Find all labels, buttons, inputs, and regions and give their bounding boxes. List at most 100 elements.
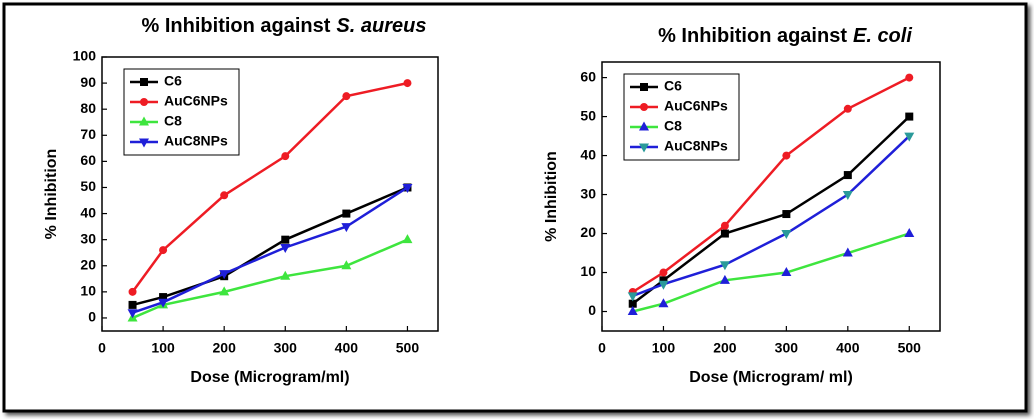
data-point: [402, 234, 413, 244]
data-point: [719, 274, 730, 284]
y-tick-label: 70: [80, 126, 96, 142]
x-tick-label: 300: [775, 340, 799, 356]
data-point: [720, 229, 729, 238]
data-point: [627, 306, 638, 316]
series-line: [132, 186, 408, 307]
series-line: [131, 81, 408, 293]
legend-marker: [139, 138, 149, 148]
data-point: [781, 230, 792, 240]
data-point: [219, 286, 230, 296]
data-point: [128, 287, 137, 296]
x-tick-label: 300: [274, 340, 298, 356]
y-tick-label: 30: [580, 185, 596, 201]
series-line: [632, 76, 910, 294]
series-line: [631, 115, 911, 305]
data-point: [719, 261, 730, 271]
data-point: [905, 73, 914, 82]
data-point: [403, 79, 412, 88]
data-point: [658, 298, 669, 308]
series-line: [632, 232, 910, 313]
data-point: [341, 260, 352, 270]
y-tick-label: 50: [580, 107, 596, 123]
data-point: [220, 191, 229, 200]
data-point: [127, 309, 138, 319]
y-tick-label: 20: [80, 256, 96, 272]
legend-marker: [140, 78, 148, 86]
x-axis-label: Dose (Microgram/ ml): [689, 369, 853, 386]
legend-label: AuC6NPs: [164, 93, 228, 109]
data-point: [720, 221, 729, 230]
series-line: [132, 238, 408, 320]
data-point: [628, 299, 637, 308]
data-point: [342, 209, 351, 218]
data-point: [219, 270, 230, 280]
legend-label: AuC8NPs: [664, 138, 728, 154]
x-tick-label: 400: [335, 340, 359, 356]
data-point: [904, 228, 915, 238]
data-point: [659, 268, 668, 277]
x-tick-label: 500: [898, 340, 922, 356]
legend-label: C8: [164, 113, 182, 129]
data-point: [904, 132, 915, 142]
data-point: [342, 92, 351, 101]
y-tick-label: 0: [588, 302, 596, 318]
plot-frame: [601, 61, 941, 332]
plot-frame: [101, 56, 439, 332]
legend-marker: [140, 98, 148, 106]
y-tick-label: 30: [80, 230, 96, 246]
x-axis-label: Dose (Microgram/ml): [190, 369, 349, 386]
legend-marker: [639, 121, 649, 131]
series-line: [632, 135, 911, 298]
y-tick-label: 10: [580, 263, 596, 279]
data-point: [159, 293, 168, 302]
data-point: [627, 292, 638, 302]
y-tick-label: 40: [580, 146, 596, 162]
data-point: [658, 280, 669, 290]
data-point: [659, 276, 668, 285]
data-point: [842, 247, 853, 257]
x-tick-label: 500: [396, 340, 420, 356]
legend-label: C6: [664, 78, 682, 94]
chart-title: % Inhibition against S. aureus: [142, 15, 427, 37]
x-tick-label: 200: [213, 340, 237, 356]
y-axis-label: % Inhibition: [543, 151, 560, 242]
data-point: [843, 171, 852, 180]
data-point: [281, 235, 290, 244]
title-organism: E. coli: [853, 25, 912, 47]
data-point: [280, 270, 291, 280]
data-point: [280, 243, 291, 253]
legend-label: C8: [664, 118, 682, 134]
data-point: [159, 246, 168, 255]
data-point: [782, 210, 791, 219]
legend-label: AuC8NPs: [164, 133, 228, 149]
data-point: [281, 152, 290, 161]
data-point: [905, 112, 914, 121]
data-point: [128, 300, 137, 309]
y-tick-label: 10: [80, 283, 96, 299]
y-tick-label: 80: [80, 100, 96, 116]
y-tick-label: 0: [88, 309, 96, 325]
data-point: [341, 223, 352, 233]
data-point: [782, 151, 791, 160]
data-point: [158, 298, 169, 308]
y-tick-label: 100: [73, 48, 97, 64]
title-text: % Inhibition against: [658, 25, 847, 47]
title-organism: S. aureus: [336, 15, 426, 37]
y-axis-label: % Inhibition: [43, 149, 60, 240]
y-tick-label: 20: [580, 224, 596, 240]
legend-marker: [640, 83, 648, 91]
x-tick-label: 400: [836, 340, 860, 356]
legend-label: AuC6NPs: [664, 98, 728, 114]
y-tick-label: 60: [580, 68, 596, 84]
legend-label: C6: [164, 73, 182, 89]
data-point: [781, 267, 792, 277]
legend-marker: [139, 116, 149, 126]
x-tick-label: 100: [652, 340, 676, 356]
y-tick-label: 90: [80, 74, 96, 90]
x-tick-label: 0: [598, 340, 606, 356]
x-tick-label: 200: [713, 340, 737, 356]
data-point: [842, 191, 853, 201]
y-tick-label: 50: [80, 178, 96, 194]
title-text: % Inhibition against: [142, 15, 331, 37]
